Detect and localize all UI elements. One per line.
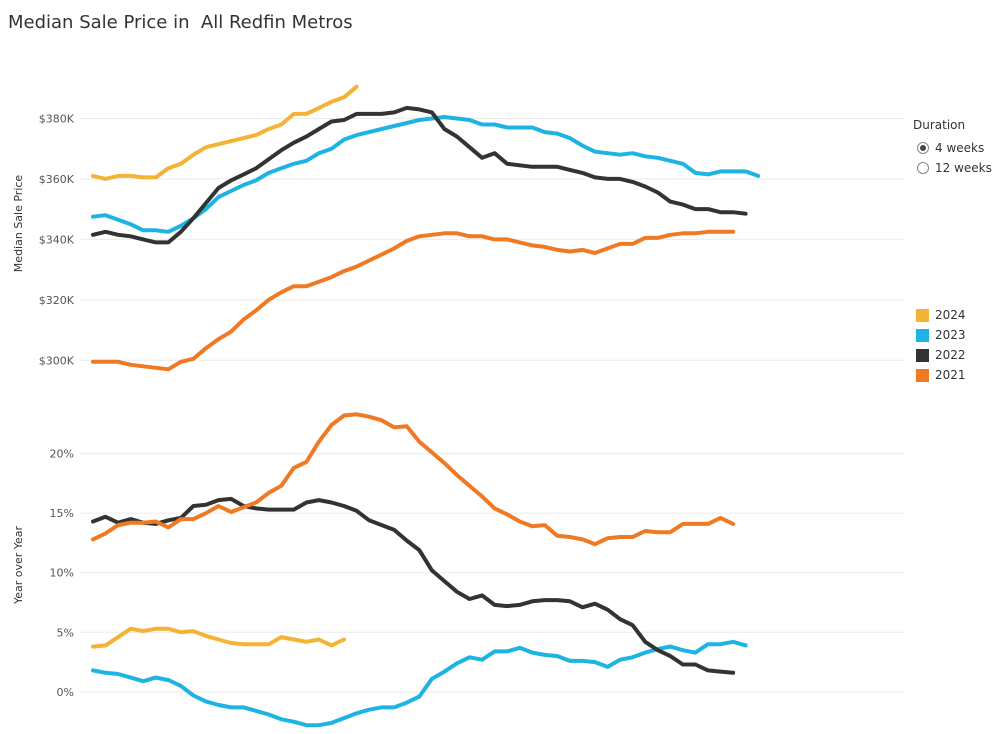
legend-label: 2023: [935, 328, 966, 342]
duration-option-label: 12 weeks: [935, 161, 992, 175]
radio-4-weeks[interactable]: [917, 142, 929, 154]
series-line-2021: [91, 229, 736, 372]
duration-filter: Duration 4 weeks 12 weeks: [913, 118, 992, 178]
series-line-2022: [91, 105, 748, 245]
y-tick-label: $300K: [39, 354, 75, 367]
legend: 2024 2023 2022 2021: [916, 305, 966, 385]
y-tick-label: $360K: [39, 173, 75, 186]
y-tick-label: $380K: [39, 112, 75, 125]
legend-item-2023[interactable]: 2023: [916, 325, 966, 345]
radio-12-weeks[interactable]: [917, 162, 929, 174]
y-tick-label: $320K: [39, 294, 75, 307]
series-line-2023: [91, 115, 761, 234]
legend-swatch: [916, 308, 929, 322]
y-axis-label: Year over Year: [12, 525, 25, 605]
series-line-2022: [91, 496, 736, 675]
y-tick-label: $340K: [39, 233, 75, 246]
series-line-2023: [91, 639, 748, 728]
y-tick-label: 10%: [50, 567, 74, 580]
y-tick-label: 5%: [57, 626, 74, 639]
legend-item-2021[interactable]: 2021: [916, 365, 966, 385]
series-line-2024: [91, 84, 359, 181]
legend-label: 2022: [935, 348, 966, 362]
duration-option-4-weeks[interactable]: 4 weeks: [913, 138, 992, 158]
legend-swatch: [916, 328, 929, 342]
legend-swatch: [916, 348, 929, 362]
series-line-2021: [91, 412, 736, 547]
series-line-2024: [91, 626, 346, 649]
legend-label: 2024: [935, 308, 966, 322]
y-tick-label: 20%: [50, 448, 74, 461]
legend-swatch: [916, 368, 929, 382]
duration-option-12-weeks[interactable]: 12 weeks: [913, 158, 992, 178]
legend-item-2024[interactable]: 2024: [916, 305, 966, 325]
duration-option-label: 4 weeks: [935, 141, 985, 155]
y-axis-label: Median Sale Price: [12, 175, 25, 273]
duration-label: Duration: [913, 118, 966, 132]
legend-item-2022[interactable]: 2022: [916, 345, 966, 365]
legend-label: 2021: [935, 368, 966, 382]
y-tick-label: 15%: [50, 507, 74, 520]
y-tick-label: 0%: [57, 686, 74, 699]
chart-title: Median Sale Price in All Redfin Metros: [8, 12, 353, 33]
